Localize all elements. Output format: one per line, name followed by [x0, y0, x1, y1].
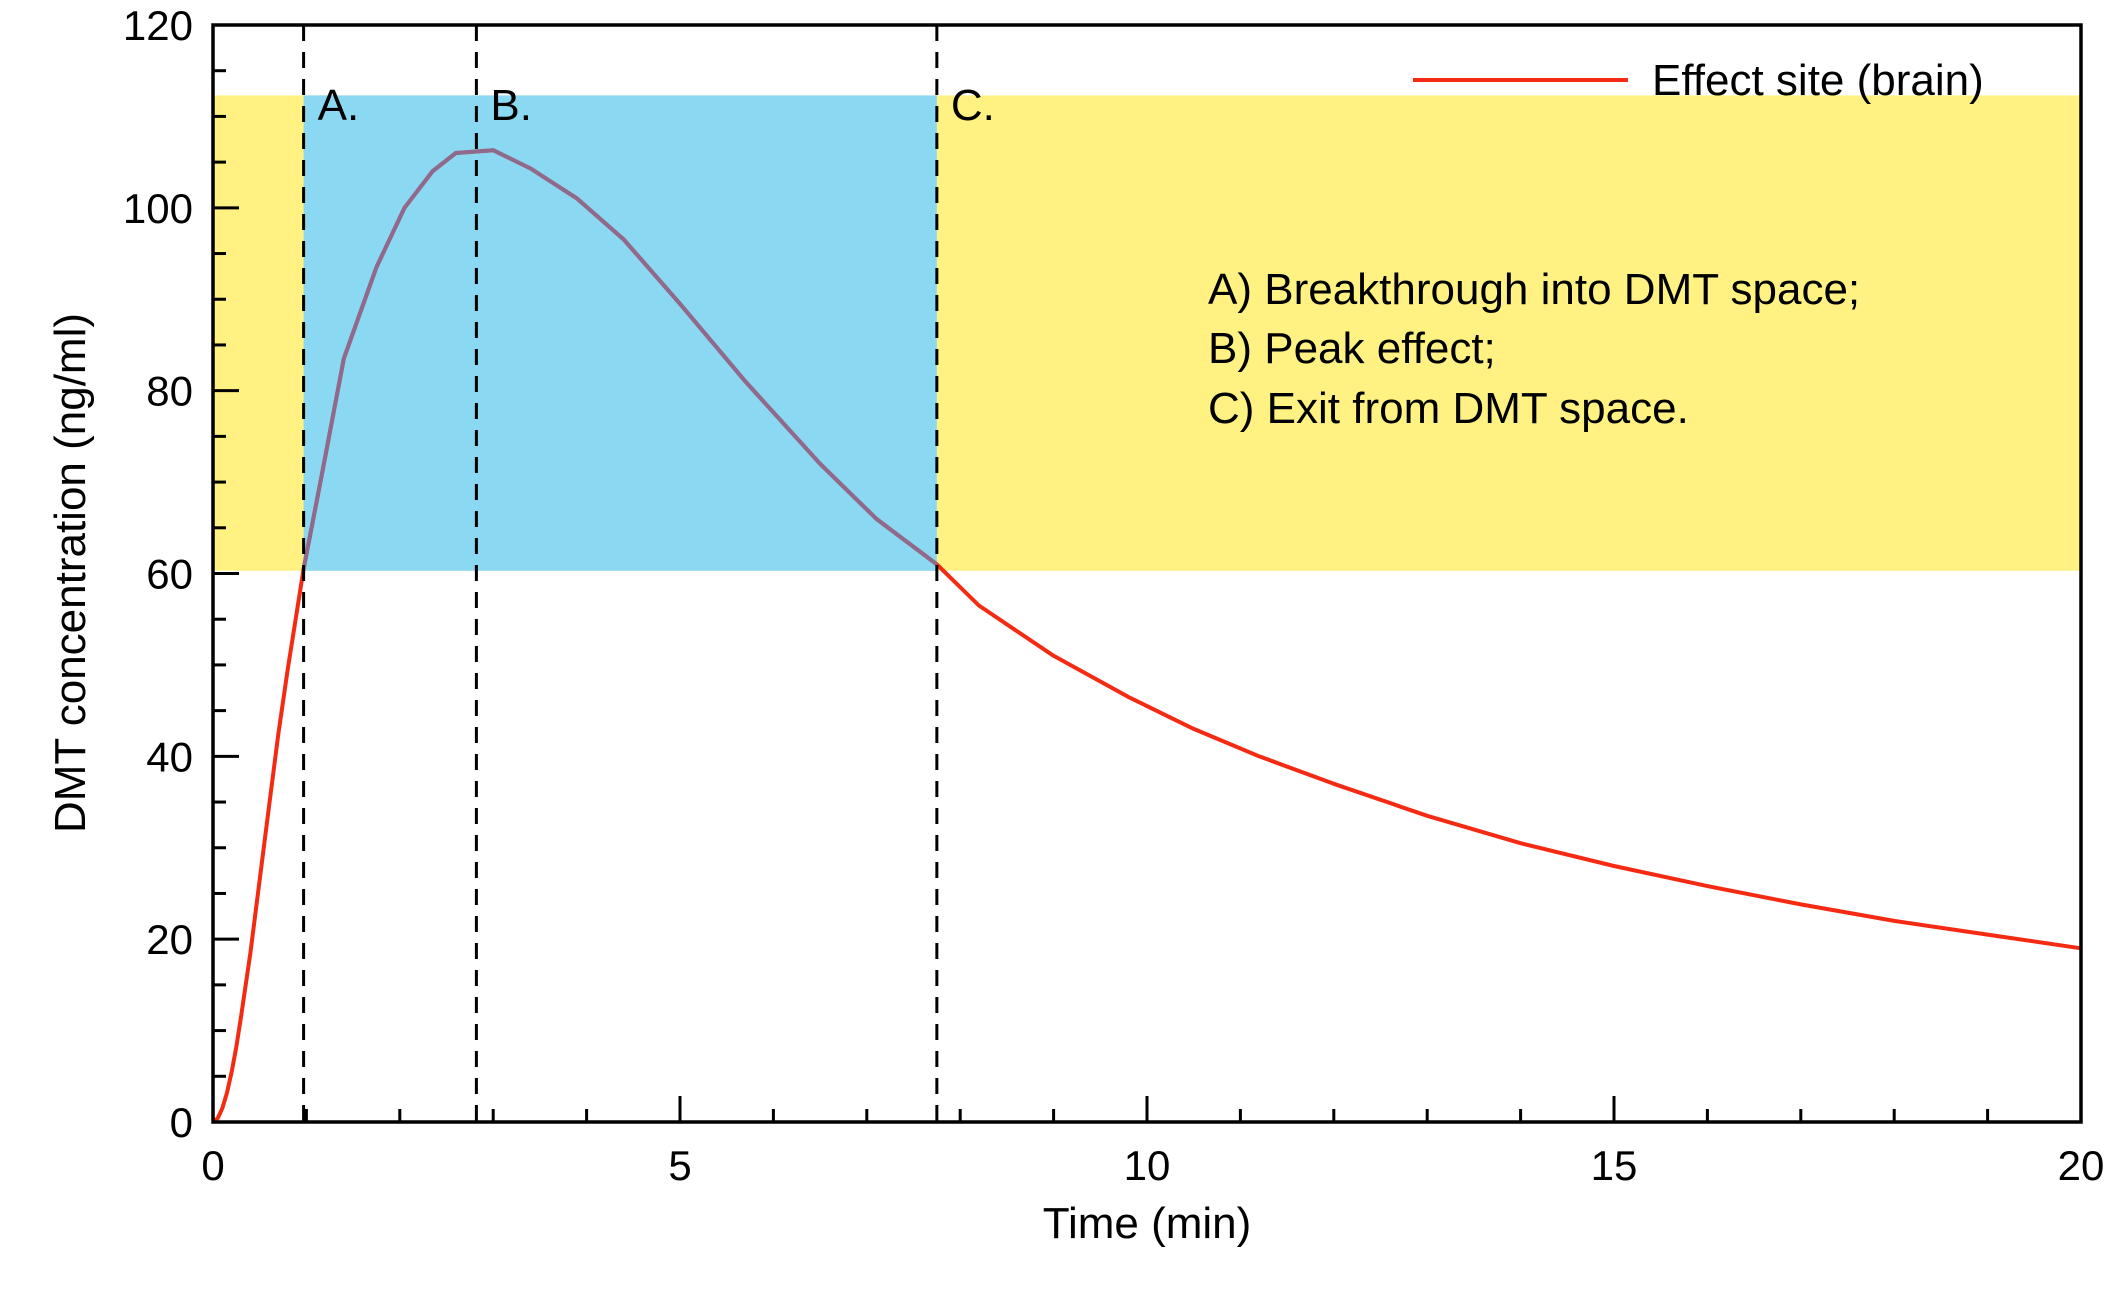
marker-label: B.	[490, 81, 532, 130]
vlines-layer	[302, 25, 939, 1122]
marker-label: A.	[318, 81, 360, 130]
marker-label: C.	[951, 81, 995, 130]
annotation-block: A) Breakthrough into DMT space; B) Peak …	[1208, 265, 1860, 433]
series-line-in-band	[301, 148, 939, 570]
y-tick-label: 0	[170, 1099, 193, 1146]
annotation-line-c: C) Exit from DMT space.	[1208, 384, 1689, 433]
active-band	[303, 95, 937, 571]
plot-frame	[211, 23, 2083, 1124]
line-layer	[211, 148, 2082, 1124]
legend-label: Effect site (brain)	[1652, 56, 1984, 105]
y-axis-title: DMT concentration (ng/ml)	[46, 313, 95, 833]
annotation-line-b: B) Peak effect;	[1208, 324, 1496, 373]
y-tick-label: 60	[146, 551, 193, 598]
x-axis-title: Time (min)	[1043, 1199, 1252, 1248]
x-tick-label: 15	[1591, 1142, 1638, 1189]
x-tick-label: 10	[1124, 1142, 1171, 1189]
y-tick-label: 80	[146, 368, 193, 415]
y-tick-label: 20	[146, 916, 193, 963]
ticks-layer	[211, 23, 2083, 1124]
legend: Effect site (brain)	[1413, 56, 1984, 105]
y-tick-label: 120	[123, 2, 193, 49]
bands-layer	[213, 95, 2081, 571]
x-tick-label: 20	[2058, 1142, 2105, 1189]
x-tick-label: 0	[201, 1142, 224, 1189]
y-tick-label: 40	[146, 733, 193, 780]
y-tick-label: 100	[123, 185, 193, 232]
x-tick-label: 5	[668, 1142, 691, 1189]
annotation-line-a: A) Breakthrough into DMT space;	[1208, 265, 1860, 314]
labels-layer: 0 5 10 15 20 0 20 40 60 80 100 120 A. B. C.	[123, 2, 2104, 1189]
